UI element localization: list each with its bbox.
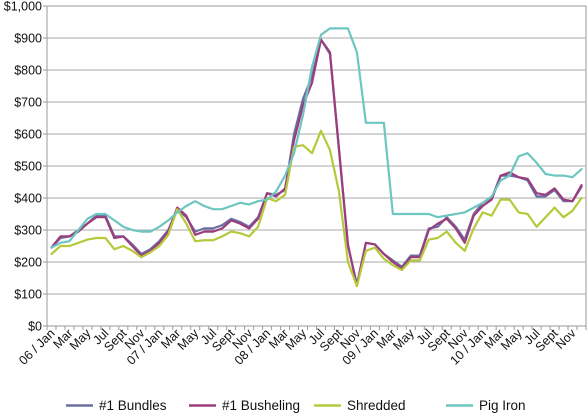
y-tick-label: $1,000	[4, 0, 42, 14]
y-tick-label: $700	[14, 96, 42, 110]
series-line	[50, 129, 583, 288]
y-tick-label: $900	[14, 32, 42, 46]
y-tick-label: $500	[14, 160, 42, 174]
y-tick-label: $100	[14, 288, 42, 302]
x-tick-label: May	[67, 326, 94, 353]
legend-label: Shredded	[347, 398, 406, 413]
y-tick-label: $800	[14, 64, 42, 78]
x-tick-label: May	[498, 326, 525, 353]
legend-label: #1 Bundles	[99, 398, 167, 413]
y-tick-label: $600	[14, 128, 42, 142]
y-tick-label: $300	[14, 224, 42, 238]
x-tick-label: May	[390, 326, 417, 353]
y-tick-label: $0	[28, 320, 42, 334]
x-tick-label: May	[175, 326, 202, 353]
y-tick-label: $200	[14, 256, 42, 270]
x-tick-label: Nov	[553, 326, 579, 352]
legend-label: #1 Busheling	[222, 398, 300, 413]
legend-label: Pig Iron	[479, 398, 526, 413]
x-tick-label: May	[283, 326, 310, 353]
series-line	[50, 27, 583, 249]
y-tick-label: $400	[14, 192, 42, 206]
